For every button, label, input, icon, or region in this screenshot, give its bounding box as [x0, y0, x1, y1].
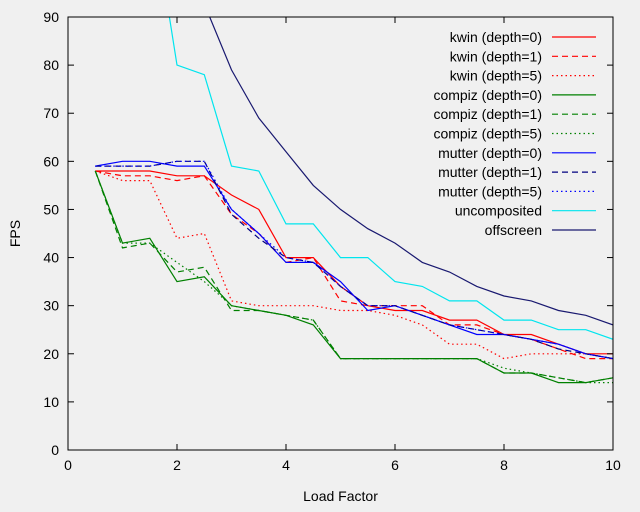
legend-label-1: kwin (depth=1) — [450, 48, 542, 64]
series-layer — [94, 17, 613, 384]
y-tick-label-8: 80 — [43, 57, 59, 73]
legend-label-10: offscreen — [485, 222, 542, 238]
legend-label-4: compiz (depth=1) — [433, 106, 542, 122]
series-line-6 — [95, 160, 613, 360]
y-tick-label-4: 40 — [43, 250, 59, 266]
y-tick-label-2: 20 — [43, 346, 59, 362]
legend-label-3: compiz (depth=0) — [433, 87, 542, 103]
y-tick-label-6: 60 — [43, 153, 59, 169]
plot-frame — [67, 16, 614, 451]
series-line-5 — [94, 170, 613, 384]
x-tick-label-4: 8 — [500, 457, 508, 473]
y-tick-label-1: 10 — [43, 394, 59, 410]
legend-label-9: uncomposited — [455, 203, 542, 219]
y-tick-label-5: 50 — [43, 201, 59, 217]
series-line-10 — [209, 17, 613, 326]
x-tick-label-2: 4 — [282, 457, 290, 473]
y-tick-label-0: 0 — [51, 442, 59, 458]
series-line-8 — [95, 160, 613, 360]
series-line-9 — [168, 17, 613, 340]
y-axis-label: FPS — [7, 220, 23, 247]
y-tick-label-3: 30 — [43, 298, 59, 314]
y-tick-label-9: 90 — [43, 9, 59, 25]
legend-label-2: kwin (depth=5) — [450, 68, 542, 84]
x-axis-label: Load Factor — [303, 488, 378, 504]
legend-label-0: kwin (depth=0) — [450, 29, 542, 45]
x-tick-label-5: 10 — [605, 457, 621, 473]
x-tick-label-1: 2 — [173, 457, 181, 473]
x-tick-label-3: 6 — [391, 457, 399, 473]
legend-label-7: mutter (depth=1) — [438, 164, 542, 180]
legend-label-5: compiz (depth=5) — [433, 126, 542, 142]
x-tick-label-0: 0 — [64, 457, 72, 473]
legend: kwin (depth=0) kwin (depth=1) kwin (depth=… — [433, 29, 596, 238]
legend-label-8: mutter (depth=5) — [438, 183, 542, 199]
legend-label-6: mutter (depth=0) — [438, 145, 542, 161]
y-tick-label-7: 70 — [43, 105, 59, 121]
